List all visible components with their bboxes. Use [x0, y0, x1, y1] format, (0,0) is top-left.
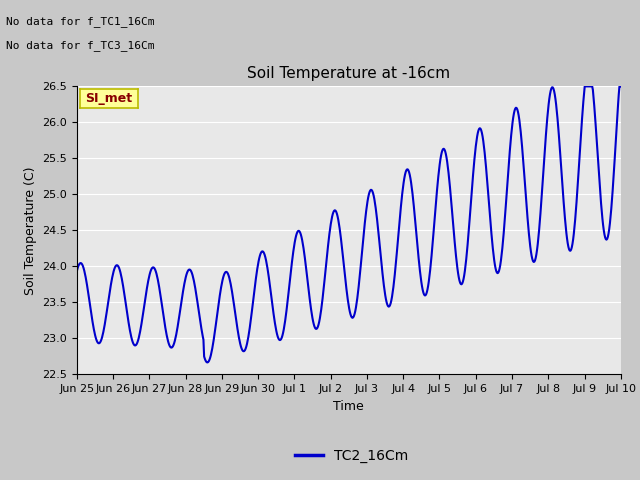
Y-axis label: Soil Temperature (C): Soil Temperature (C) [24, 166, 36, 295]
Text: No data for f_TC1_16Cm: No data for f_TC1_16Cm [6, 16, 155, 27]
Title: Soil Temperature at -16cm: Soil Temperature at -16cm [247, 66, 451, 81]
Text: No data for f_TC3_16Cm: No data for f_TC3_16Cm [6, 40, 155, 51]
Text: SI_met: SI_met [85, 92, 132, 105]
X-axis label: Time: Time [333, 400, 364, 413]
Legend: TC2_16Cm: TC2_16Cm [290, 443, 414, 468]
